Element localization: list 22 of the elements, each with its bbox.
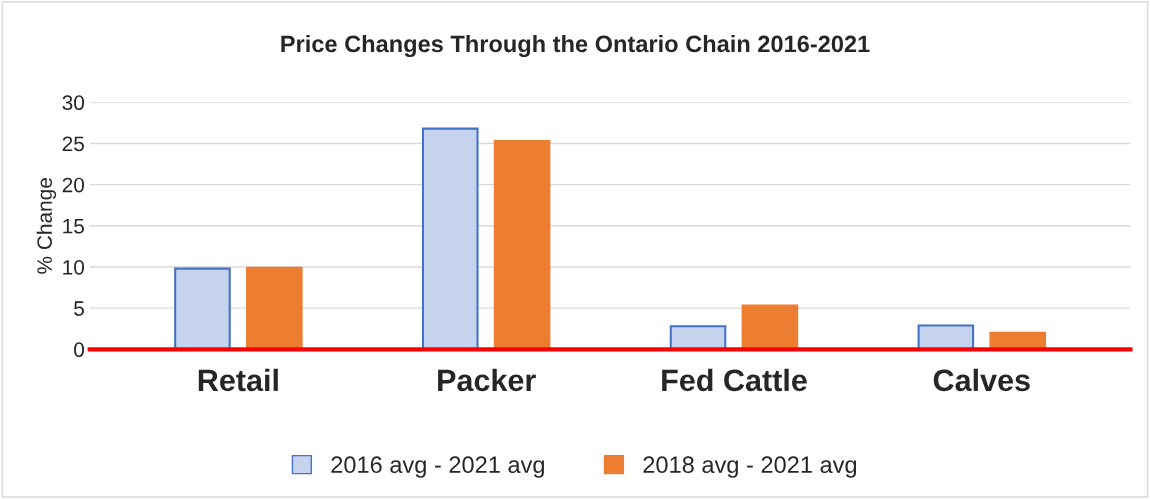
y-tick-label: 25 — [62, 136, 84, 152]
bar — [421, 127, 479, 350]
x-tick-label: Packer — [438, 368, 536, 392]
legend-label: 2016 avg - 2021 avg — [331, 456, 544, 478]
chart-title: Price Changes Through the Ontario Chain 2016-2021 — [281, 34, 870, 58]
bar — [246, 266, 303, 350]
x-tick-label: Fed Cattle — [662, 368, 807, 392]
x-tick-label: Calves — [933, 368, 1030, 392]
y-tick-label: 30 — [62, 95, 85, 111]
bar — [493, 139, 551, 350]
bar — [741, 304, 799, 350]
y-tick-label: 5 — [74, 301, 84, 316]
bar — [174, 267, 231, 350]
y-axis-title: % Change — [36, 178, 57, 274]
y-tick-label: 15 — [63, 219, 84, 234]
bar — [917, 324, 975, 350]
y-tick-label: 20 — [62, 177, 85, 193]
x-tick-label: Retail — [198, 368, 278, 392]
legend-label: 2018 avg - 2021 avg — [643, 456, 857, 478]
y-tick-label: 10 — [63, 259, 85, 275]
y-tick-label: 0 — [74, 342, 85, 358]
bar — [669, 325, 727, 350]
